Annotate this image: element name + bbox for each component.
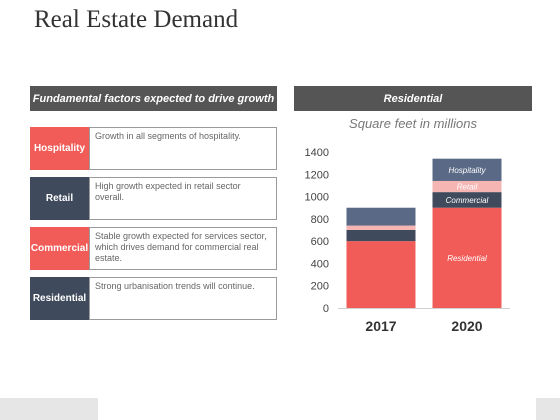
footer-bar-left [0, 398, 98, 420]
residential-header: Residential [294, 86, 532, 111]
x-tick-label: 2020 [451, 318, 482, 334]
y-tick-label: 800 [311, 214, 329, 226]
bar-segment-residential [346, 241, 416, 308]
factor-description: Growth in all segments of hospitality. [89, 127, 277, 170]
bar-segment-hospitality [346, 207, 416, 226]
factor-tag: Residential [30, 277, 89, 320]
segment-label: Commercial [446, 196, 489, 205]
y-tick-label: 0 [323, 303, 329, 315]
bar-segment-hospitality [432, 158, 502, 181]
bar-segment-commercial [346, 230, 416, 242]
y-tick-label: 200 [311, 281, 329, 293]
y-tick-label: 400 [311, 258, 329, 270]
factor-row-hospitality: Hospitality Growth in all segments of ho… [30, 127, 278, 170]
x-tick-label: 2017 [365, 318, 396, 334]
footer-bar-right [536, 398, 560, 420]
y-tick-label: 1200 [305, 169, 329, 181]
chart-subtitle: Square feet in millions [349, 116, 477, 131]
factor-description: Stable growth expected for services sect… [89, 227, 277, 270]
segment-label: Residential [447, 254, 487, 263]
factor-row-retail: Retail High growth expected in retail se… [30, 177, 278, 220]
bar-segment-retail [346, 225, 416, 230]
page-title: Real Estate Demand [34, 6, 239, 33]
factor-row-commercial: Commercial Stable growth expected for se… [30, 227, 278, 270]
factor-row-residential: Residential Strong urbanisation trends w… [30, 277, 278, 320]
segment-label: Hospitality [449, 166, 487, 175]
y-tick-label: 1400 [305, 147, 329, 159]
factor-description: High growth expected in retail sector ov… [89, 177, 277, 220]
factor-tag: Hospitality [30, 127, 89, 170]
segment-label: Retail [457, 183, 478, 192]
factor-description: Strong urbanisation trends will continue… [89, 277, 277, 320]
bar-segment-retail [432, 180, 502, 193]
y-tick-label: 1000 [305, 192, 329, 204]
y-tick-label: 600 [311, 236, 329, 248]
factor-tag: Retail [30, 177, 89, 220]
bar-segment-residential [432, 207, 502, 308]
factor-tag: Commercial [30, 227, 89, 270]
bar-segment-commercial [432, 192, 502, 208]
factors-header: Fundamental factors expected to drive gr… [30, 86, 277, 111]
